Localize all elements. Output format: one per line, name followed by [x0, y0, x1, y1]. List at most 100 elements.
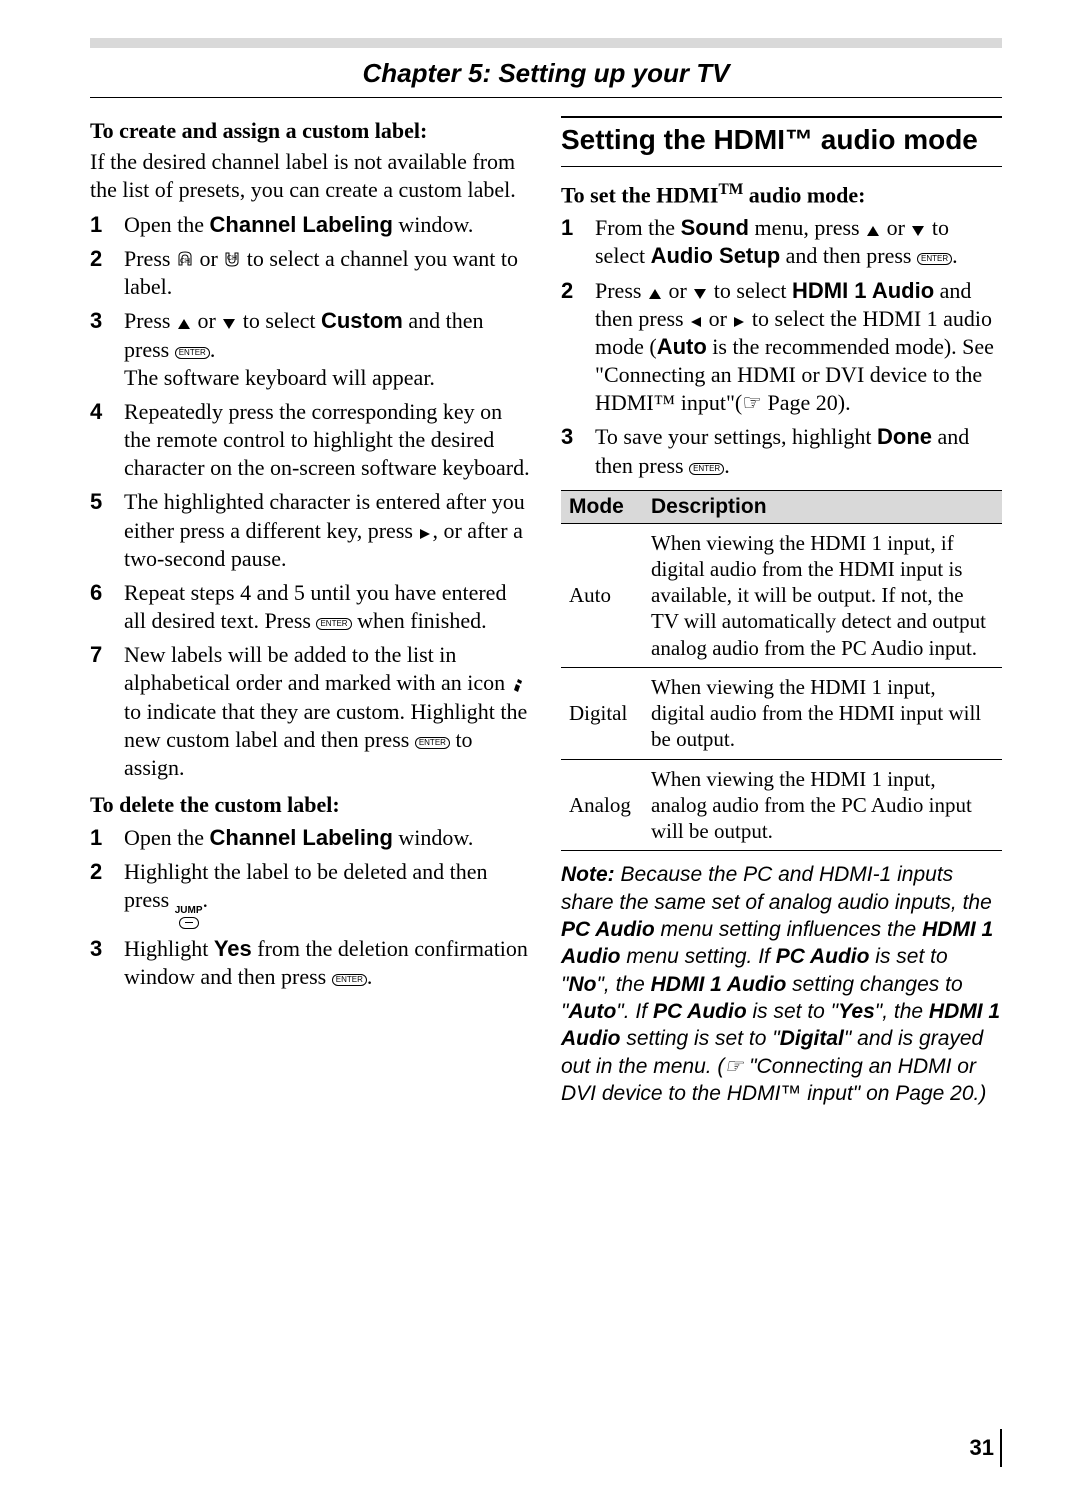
text: is set to ": [747, 1000, 839, 1023]
done-bold: Done: [877, 424, 932, 449]
text: .: [724, 453, 730, 478]
bold: Auto: [568, 1000, 616, 1023]
table-header-row: Mode Description: [561, 490, 1002, 523]
text: Press: [595, 278, 647, 303]
create-step-1: Open the Channel Labeling window.: [90, 211, 531, 239]
set-hdmi-heading: To set the HDMITM audio mode:: [561, 181, 1002, 208]
delete-label-heading: To delete the custom label:: [90, 792, 531, 818]
channel-labeling-bold: Channel Labeling: [210, 825, 393, 850]
text: and then press: [780, 243, 917, 268]
audio-setup-bold: Audio Setup: [651, 243, 781, 268]
enter-icon: ENTER: [175, 347, 210, 359]
svg-text:CH: CH: [180, 258, 190, 265]
chapter-bar: [90, 38, 1002, 48]
jump-icon: JUMP: [175, 906, 203, 929]
up-arrow-icon: [865, 224, 881, 238]
pencil-icon: [511, 677, 525, 693]
left-column: To create and assign a custom label: If …: [90, 116, 531, 1128]
text: ", the: [596, 973, 650, 996]
text: .: [210, 337, 216, 362]
text: to select: [237, 308, 321, 333]
down-arrow-icon: [692, 287, 708, 301]
table-row: Digital When viewing the HDMI 1 input, d…: [561, 667, 1002, 759]
ch-up-icon: CH: [176, 249, 194, 269]
text: New labels will be added to the list in …: [124, 642, 511, 695]
delete-step-3: Highlight Yes from the deletion confirma…: [90, 935, 531, 991]
table-row: Auto When viewing the HDMI 1 input, if d…: [561, 523, 1002, 667]
text: when finished.: [352, 608, 487, 633]
create-step-2: Press CH or CH to select a channel you w…: [90, 245, 531, 301]
bold: Digital: [780, 1027, 844, 1050]
text: setting is set to ": [620, 1027, 779, 1050]
auto-bold: Auto: [657, 334, 707, 359]
desc-cell: When viewing the HDMI 1 input, analog au…: [643, 759, 1002, 851]
bold: PC Audio: [776, 945, 870, 968]
two-column-layout: To create and assign a custom label: If …: [90, 116, 1002, 1128]
page-number: 31: [970, 1435, 994, 1461]
mode-cell: Analog: [561, 759, 643, 851]
bold: PC Audio: [653, 1000, 747, 1023]
bold: No: [568, 973, 596, 996]
up-arrow-icon: [647, 287, 663, 301]
hdmi-steps-list: From the Sound menu, press or to select …: [561, 214, 1002, 479]
text: Open the: [124, 212, 210, 237]
enter-icon: ENTER: [917, 253, 952, 265]
text: .: [367, 964, 373, 989]
text: .: [952, 243, 958, 268]
hdmi-section-title: Setting the HDMI™ audio mode: [561, 116, 1002, 167]
text: or: [703, 306, 732, 331]
page-root: Chapter 5: Setting up your TV To create …: [0, 0, 1080, 1188]
text: or: [881, 215, 910, 240]
create-step-7: New labels will be added to the list in …: [90, 641, 531, 782]
text: menu setting. If: [620, 945, 775, 968]
desc-cell: When viewing the HDMI 1 input, digital a…: [643, 667, 1002, 759]
ch-down-icon: CH: [223, 249, 241, 269]
text: Press: [124, 308, 176, 333]
note-label: Note:: [561, 863, 615, 886]
enter-icon: ENTER: [689, 463, 724, 475]
text: or: [194, 246, 223, 271]
enter-icon: ENTER: [415, 737, 450, 749]
text: window.: [393, 825, 473, 850]
text: To save your settings, highlight: [595, 424, 877, 449]
right-arrow-icon: [732, 315, 746, 329]
enter-icon: ENTER: [332, 974, 367, 986]
create-steps-list: Open the Channel Labeling window. Press …: [90, 211, 531, 782]
create-label-intro: If the desired channel label is not avai…: [90, 148, 531, 203]
create-step-5: The highlighted character is entered aft…: [90, 488, 531, 572]
text: To set the HDMI: [561, 182, 718, 207]
page-number-rule: [1000, 1429, 1002, 1467]
hdmi-note: Note: Because the PC and HDMI-1 inputs s…: [561, 861, 1002, 1107]
hdmi-step-1: From the Sound menu, press or to select …: [561, 214, 1002, 270]
channel-labeling-bold: Channel Labeling: [210, 212, 393, 237]
text: audio mode:: [743, 182, 865, 207]
text: menu setting influences the: [655, 918, 922, 941]
desc-cell: When viewing the HDMI 1 input, if digita…: [643, 523, 1002, 667]
text: or: [192, 308, 221, 333]
text: to select: [708, 278, 792, 303]
text: Press: [124, 246, 176, 271]
description-header: Description: [643, 490, 1002, 523]
right-arrow-icon: [418, 527, 432, 541]
delete-step-1: Open the Channel Labeling window.: [90, 824, 531, 852]
text: .: [203, 887, 209, 912]
delete-steps-list: Open the Channel Labeling window. Highli…: [90, 824, 531, 992]
svg-text:CH: CH: [227, 255, 237, 262]
text: ". If: [616, 1000, 653, 1023]
down-arrow-icon: [910, 224, 926, 238]
custom-bold: Custom: [321, 308, 403, 333]
text: The software keyboard will appear.: [124, 365, 435, 390]
bold: HDMI 1 Audio: [651, 973, 787, 996]
text: From the: [595, 215, 681, 240]
text: Highlight: [124, 936, 214, 961]
jump-label: JUMP: [175, 905, 203, 916]
create-step-6: Repeat steps 4 and 5 until you have ente…: [90, 579, 531, 635]
text: Because the PC and HDMI-1 inputs share t…: [561, 863, 992, 913]
sound-bold: Sound: [681, 215, 749, 240]
enter-icon: ENTER: [316, 618, 351, 630]
create-label-heading: To create and assign a custom label:: [90, 118, 531, 144]
mode-cell: Auto: [561, 523, 643, 667]
hdmi1-audio-bold: HDMI 1 Audio: [792, 278, 934, 303]
text: or: [663, 278, 692, 303]
create-step-4: Repeatedly press the corresponding key o…: [90, 398, 531, 482]
